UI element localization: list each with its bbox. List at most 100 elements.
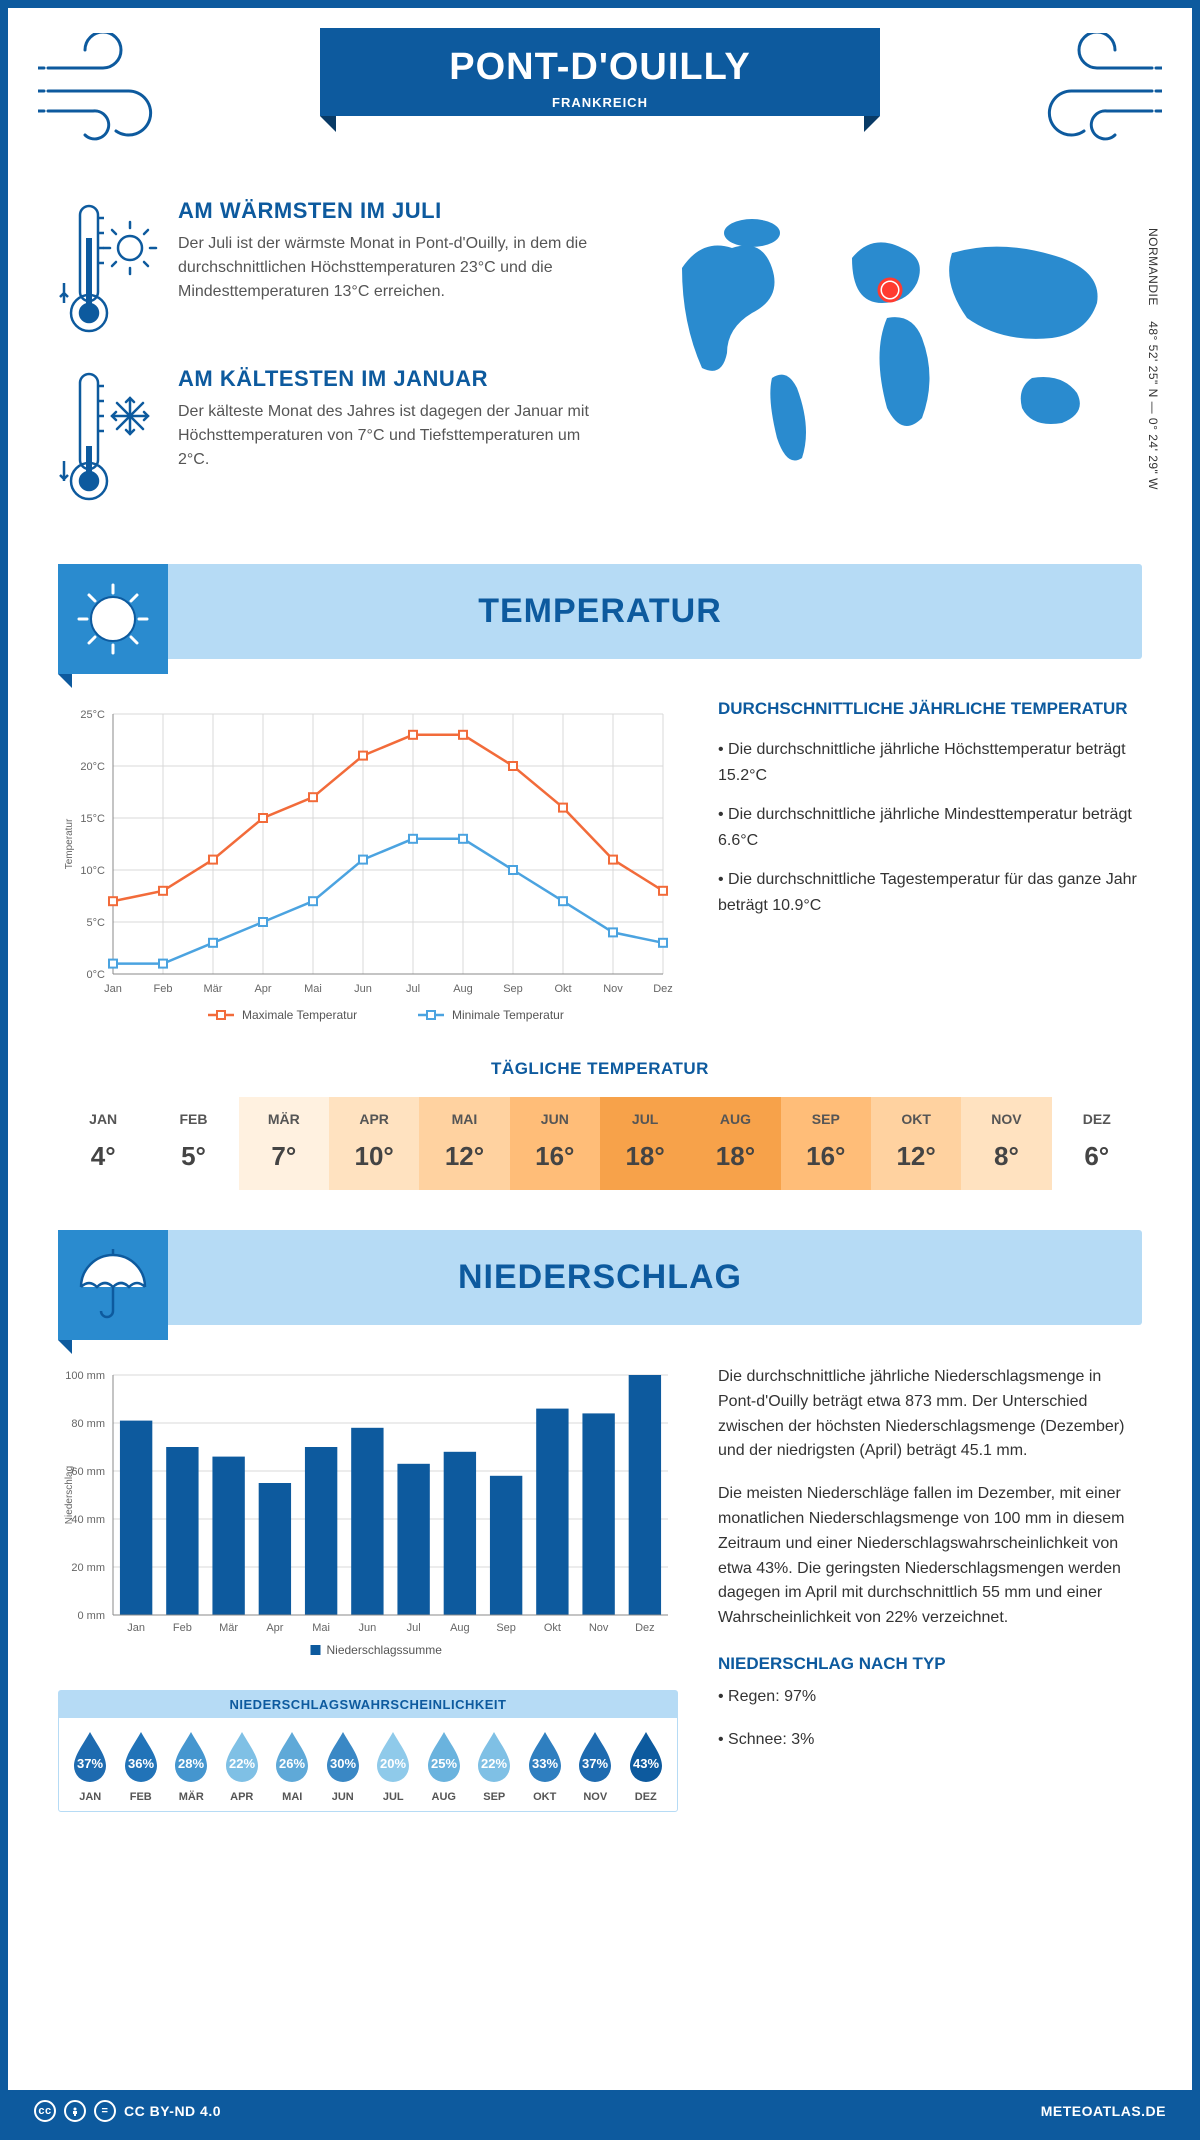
daily-temp-value: 8° [965,1141,1047,1172]
svg-text:26%: 26% [279,1756,305,1771]
warmest-title: AM WÄRMSTEN IM JULI [178,198,612,224]
location-title: PONT-D'OUILLY [320,46,880,89]
probability-cell: 22% SEP [469,1728,520,1803]
svg-text:Nov: Nov [589,1622,609,1634]
daily-month-label: OKT [875,1111,957,1127]
probability-month-label: SEP [469,1791,520,1803]
svg-text:Okt: Okt [544,1622,561,1634]
precipitation-banner: NIEDERSCHLAG [58,1230,1142,1325]
svg-text:10°C: 10°C [80,865,105,877]
svg-text:80 mm: 80 mm [71,1418,105,1430]
raindrop-icon: 43% [624,1728,668,1782]
svg-text:Mär: Mär [204,983,223,995]
footer: cc = CC BY-ND 4.0 METEOATLAS.DE [8,2090,1192,2132]
raindrop-icon: 20% [371,1728,415,1782]
daily-temp-value: 16° [785,1141,867,1172]
temp-desc-bullet: • Die durchschnittliche Tagestemperatur … [718,867,1142,918]
location-marker-icon [882,282,898,298]
probability-cell: 43% DEZ [621,1728,672,1803]
probability-cell: 37% NOV [570,1728,621,1803]
raindrop-icon: 36% [119,1728,163,1782]
svg-text:36%: 36% [128,1756,154,1771]
svg-text:Mär: Mär [219,1622,238,1634]
raindrop-icon: 28% [169,1728,213,1782]
probability-month-label: NOV [570,1791,621,1803]
wind-icon [1032,33,1162,143]
temperature-banner: TEMPERATUR [58,564,1142,659]
warmest-block: AM WÄRMSTEN IM JULI Der Juli ist der wär… [58,198,612,338]
svg-text:0°C: 0°C [87,969,106,981]
raindrop-icon: 37% [573,1728,617,1782]
umbrella-icon [58,1230,168,1340]
temperature-section: 0°C5°C10°C15°C20°C25°CJanFebMärAprMaiJun… [8,659,1192,1049]
probability-month-label: AUG [419,1791,470,1803]
daily-temp-cell: AUG18° [690,1097,780,1190]
svg-text:43%: 43% [633,1756,659,1771]
svg-text:20 mm: 20 mm [71,1562,105,1574]
coldest-block: AM KÄLTESTEN IM JANUAR Der kälteste Mona… [58,366,612,506]
svg-text:Jan: Jan [127,1622,145,1634]
daily-temp-cell: DEZ6° [1052,1097,1142,1190]
svg-text:30%: 30% [330,1756,356,1771]
svg-text:Jul: Jul [407,1622,421,1634]
raindrop-icon: 33% [523,1728,567,1782]
svg-text:Apr: Apr [254,983,271,995]
thermometer-hot-icon [58,198,158,338]
svg-text:22%: 22% [229,1756,255,1771]
raindrop-icon: 22% [220,1728,264,1782]
daily-month-label: MAI [423,1111,505,1127]
probability-band: NIEDERSCHLAGSWAHRSCHEINLICHKEIT 37% JAN … [58,1690,678,1812]
probability-month-label: MÄR [166,1791,217,1803]
probability-cell: 28% MÄR [166,1728,217,1803]
probability-cell: 26% MAI [267,1728,318,1803]
temperature-description: DURCHSCHNITTLICHE JÄHRLICHE TEMPERATUR •… [718,699,1142,1029]
temperature-heading: TEMPERATUR [478,592,722,631]
wind-icon [38,33,168,143]
probability-month-label: FEB [116,1791,167,1803]
raindrop-icon: 22% [472,1728,516,1782]
daily-temp-cell: JAN4° [58,1097,148,1190]
svg-text:Minimale Temperatur: Minimale Temperatur [452,1008,564,1022]
svg-text:Jul: Jul [406,983,420,995]
probability-month-label: OKT [520,1791,571,1803]
raindrop-icon: 37% [68,1728,112,1782]
probability-month-label: APR [217,1791,268,1803]
svg-text:Maximale Temperatur: Maximale Temperatur [242,1008,357,1022]
precipitation-heading: NIEDERSCHLAG [458,1258,742,1297]
daily-month-label: SEP [785,1111,867,1127]
svg-text:Apr: Apr [266,1622,283,1634]
precip-type-item: • Schnee: 3% [718,1728,1142,1753]
probability-month-label: JUL [368,1791,419,1803]
precipitation-description: Die durchschnittliche jährliche Niedersc… [718,1365,1142,1812]
svg-text:Temperatur: Temperatur [64,818,75,869]
svg-text:15°C: 15°C [80,813,105,825]
svg-text:Mai: Mai [304,983,322,995]
svg-text:Aug: Aug [453,983,473,995]
probability-cell: 22% APR [217,1728,268,1803]
svg-text:20°C: 20°C [80,761,105,773]
daily-temp-cell: JUL18° [600,1097,690,1190]
svg-text:37%: 37% [582,1756,608,1771]
svg-text:40 mm: 40 mm [71,1514,105,1526]
daily-temp-cell: SEP 16° [781,1097,871,1190]
probability-cell: 36% FEB [116,1728,167,1803]
daily-temp-cell: NOV8° [961,1097,1051,1190]
warmest-text: Der Juli ist der wärmste Monat in Pont-d… [178,232,612,304]
probability-month-label: JUN [318,1791,369,1803]
svg-text:20%: 20% [380,1756,406,1771]
cc-icon: cc [34,2100,56,2122]
probability-cell: 33% OKT [520,1728,571,1803]
location-country: FRANKREICH [320,95,880,110]
svg-text:5°C: 5°C [87,917,106,929]
temp-desc-bullet: • Die durchschnittliche jährliche Höchst… [718,737,1142,788]
temperature-line-chart: 0°C5°C10°C15°C20°C25°CJanFebMärAprMaiJun… [58,699,678,1029]
svg-text:Jun: Jun [359,1622,377,1634]
svg-text:100 mm: 100 mm [65,1370,105,1382]
svg-text:22%: 22% [481,1756,507,1771]
probability-cell: 20% JUL [368,1728,419,1803]
precip-type-item: • Regen: 97% [718,1685,1142,1710]
probability-cell: 37% JAN [65,1728,116,1803]
precip-paragraph: Die durchschnittliche jährliche Niedersc… [718,1365,1142,1464]
coordinates: NORMANDIE 48° 52' 25" N — 0° 24' 29" W [1146,228,1160,490]
daily-month-label: AUG [694,1111,776,1127]
